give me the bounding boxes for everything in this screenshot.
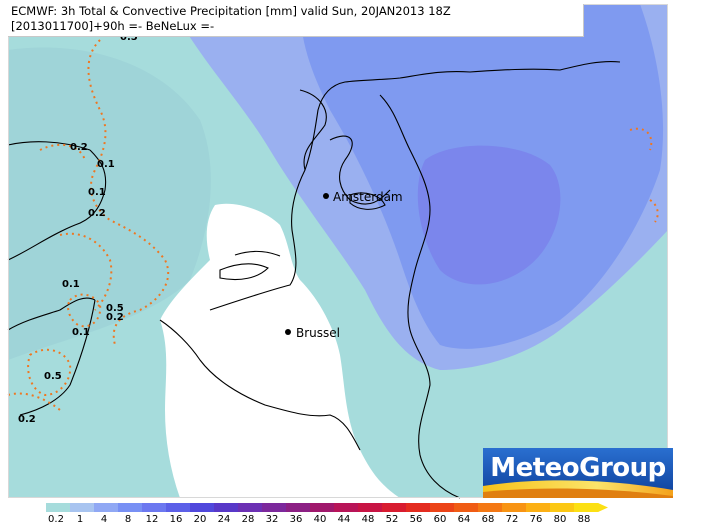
legend-label: 0.2	[48, 514, 64, 525]
coastlines	[7, 61, 621, 499]
legend-label: 76	[529, 514, 543, 525]
legend-swatch	[550, 503, 575, 512]
contour-label: 0.2	[70, 142, 88, 153]
legend-label: 48	[361, 514, 375, 525]
contour-label: 0.2	[88, 208, 106, 219]
legend-label: 52	[385, 514, 399, 525]
legend-swatch	[430, 503, 455, 512]
city-amsterdam: Amsterdam	[323, 190, 403, 204]
legend-swatch	[70, 503, 95, 512]
map-subtitle: [2013011700]+90h =- BeNeLux =-	[11, 19, 215, 33]
legend-label: 64	[457, 514, 471, 525]
precip-field-west	[8, 47, 211, 361]
legend-swatch	[382, 503, 407, 512]
legend-label: 88	[577, 514, 591, 525]
legend-swatch	[262, 503, 287, 512]
legend-swatch	[166, 503, 191, 512]
legend-label: 36	[289, 514, 303, 525]
legend-label: 72	[505, 514, 519, 525]
city-marker	[285, 329, 291, 335]
city-label: Amsterdam	[333, 190, 403, 204]
contour-label: 0.5	[120, 32, 138, 43]
contour-label-group: 0.5 0.2 0.1 0.1 0.2 0.1 0.5 0.2 0.1 0.5 …	[18, 32, 138, 425]
legend-label: 12	[145, 514, 159, 525]
legend-swatch	[406, 503, 431, 512]
legend-swatch	[46, 503, 71, 512]
legend-swatch	[214, 503, 239, 512]
contour-label: 0.5	[44, 371, 62, 382]
legend-swatch	[358, 503, 383, 512]
contour-label: 0.1	[72, 327, 90, 338]
legend-swatch	[142, 503, 167, 512]
legend-label: 20	[193, 514, 207, 525]
contour-lines	[7, 39, 659, 411]
legend-swatch	[478, 503, 503, 512]
legend-labels: 0.2 1 4 8 12 16 20 24 28 32 36 40 44 48 52 56 60 64 68 72 76…	[40, 514, 620, 528]
contour-label: 0.2	[18, 414, 36, 425]
contour-label: 0.5	[106, 303, 124, 314]
legend-swatch	[118, 503, 143, 512]
legend-swatch	[238, 503, 263, 512]
legend-swatch	[94, 503, 119, 512]
legend-arrow	[598, 503, 608, 512]
meteogroup-logo: MeteoGroup	[483, 448, 673, 498]
map-title: ECMWF: 3h Total & Convective Precipitati…	[11, 4, 451, 18]
contour-label: 0.1	[88, 187, 106, 198]
legend-label: 8	[124, 514, 132, 525]
legend-swatch	[310, 503, 335, 512]
logo-graphic	[483, 448, 673, 498]
logo-text: MeteoGroup	[490, 453, 666, 483]
legend-swatch	[454, 503, 479, 512]
contour-label: 0.1	[97, 159, 115, 170]
legend-label: 80	[553, 514, 567, 525]
legend-swatch	[286, 503, 311, 512]
legend-label: 32	[265, 514, 279, 525]
contour-label: 0.1	[62, 279, 80, 290]
city-brussel: Brussel	[285, 326, 340, 340]
legend-label: 56	[409, 514, 423, 525]
city-label: Brussel	[296, 326, 340, 340]
legend-swatch	[526, 503, 551, 512]
legend-swatch	[190, 503, 215, 512]
legend-label: 28	[241, 514, 255, 525]
legend-label: 44	[337, 514, 351, 525]
map-title-box: ECMWF: 3h Total & Convective Precipitati…	[8, 4, 584, 37]
legend-label: 40	[313, 514, 327, 525]
legend-label: 60	[433, 514, 447, 525]
legend-label: 16	[169, 514, 183, 525]
legend-label: 68	[481, 514, 495, 525]
legend-colorbar	[46, 503, 608, 512]
legend-swatch	[334, 503, 359, 512]
legend-swatch	[574, 503, 599, 512]
contour-label: 0.2	[106, 312, 124, 323]
legend-label: 24	[217, 514, 231, 525]
legend-label: 4	[100, 514, 108, 525]
legend-label: 1	[76, 514, 84, 525]
precip-field-core	[417, 145, 561, 285]
city-marker	[323, 193, 329, 199]
legend-swatch	[502, 503, 527, 512]
